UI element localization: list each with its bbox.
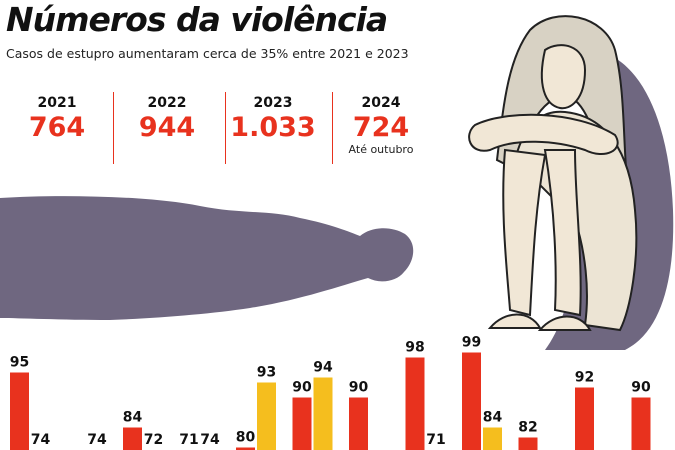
bar-red-5 <box>236 447 255 450</box>
bar-value-label: 90 <box>631 380 651 396</box>
bar-yellow-9 <box>483 427 502 450</box>
bar-value-label: 92 <box>575 370 594 386</box>
bar-value-label: 93 <box>257 365 276 381</box>
bar-red-8 <box>405 357 425 450</box>
stat-year: 2021 <box>37 95 77 111</box>
bar-red-9 <box>462 352 481 450</box>
bar-red-3 <box>123 427 142 450</box>
bar-red-1 <box>10 372 29 450</box>
bar-value-label: 82 <box>518 420 537 436</box>
bar-red-11 <box>575 387 594 450</box>
stat-value: 724 <box>352 112 410 143</box>
stat-year: 2024 <box>361 95 401 111</box>
page-subtitle: Casos de estupro aumentaram cerca de 35%… <box>6 46 409 61</box>
sitting-woman-illustration <box>468 15 674 350</box>
bar-value-label: 99 <box>462 335 481 351</box>
stat-note: Até outubro <box>348 143 414 156</box>
bar-red-10 <box>518 437 538 450</box>
bar-value-label: 84 <box>483 410 503 426</box>
stat-divider <box>113 92 114 164</box>
bar-red-6 <box>292 397 312 450</box>
bar-yellow-6 <box>313 377 333 450</box>
bar-value-label: 80 <box>236 430 256 446</box>
stat-2021: 2021 764 <box>2 95 112 145</box>
page-title: Números da violência <box>6 0 388 39</box>
stat-year: 2023 <box>253 95 293 111</box>
bar-value-label: 72 <box>144 432 163 448</box>
bar-value-label: 94 <box>313 360 333 376</box>
stat-value: 764 <box>28 112 86 143</box>
bar-value-label: 74 <box>31 432 51 448</box>
bar-value-label: 74 <box>200 432 220 448</box>
bar-value-label: 98 <box>405 340 424 356</box>
stat-divider <box>332 92 333 164</box>
bar-value-label: 71 <box>179 432 198 448</box>
stat-2023: 2023 1.033 <box>218 95 328 145</box>
bar-value-label: 71 <box>426 432 445 448</box>
bar-value-label: 84 <box>123 410 143 426</box>
bar-value-label: 90 <box>292 380 312 396</box>
stat-2024: 2024 724 Até outubro <box>326 95 436 156</box>
bar-value-label: 90 <box>349 380 369 396</box>
stat-value: 944 <box>138 112 196 143</box>
stat-2022: 2022 944 <box>112 95 222 145</box>
bar-value-label: 74 <box>87 432 107 448</box>
bar-yellow-5 <box>257 382 276 450</box>
bar-red-7 <box>349 397 368 450</box>
stat-year: 2022 <box>147 95 187 111</box>
stat-value: 1.033 <box>230 112 316 143</box>
bar-value-label: 95 <box>10 355 29 371</box>
bar-red-12 <box>631 397 651 450</box>
stat-divider <box>225 92 226 164</box>
